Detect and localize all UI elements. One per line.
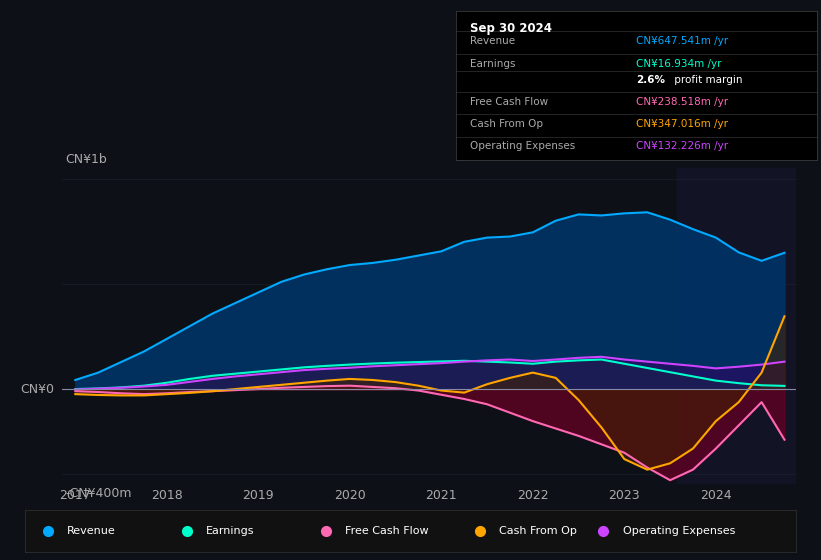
Text: Operating Expenses: Operating Expenses [470,141,576,151]
Text: Free Cash Flow: Free Cash Flow [345,526,429,535]
Text: Cash From Op: Cash From Op [499,526,577,535]
Text: CN¥647.541m /yr: CN¥647.541m /yr [636,36,728,46]
Text: profit margin: profit margin [671,75,742,85]
Text: Earnings: Earnings [206,526,255,535]
Text: CN¥16.934m /yr: CN¥16.934m /yr [636,59,722,69]
Text: Free Cash Flow: Free Cash Flow [470,96,548,106]
Text: CN¥132.226m /yr: CN¥132.226m /yr [636,141,728,151]
Text: Revenue: Revenue [470,36,516,46]
Text: Cash From Op: Cash From Op [470,119,544,129]
Text: 2.6%: 2.6% [636,75,665,85]
Text: CN¥347.016m /yr: CN¥347.016m /yr [636,119,728,129]
Text: Earnings: Earnings [470,59,516,69]
Text: Revenue: Revenue [67,526,116,535]
Bar [677,168,796,484]
Text: Operating Expenses: Operating Expenses [623,526,735,535]
Text: CN¥238.518m /yr: CN¥238.518m /yr [636,96,728,106]
Text: CN¥0: CN¥0 [21,383,54,396]
Text: -CN¥400m: -CN¥400m [65,487,131,500]
Text: Sep 30 2024: Sep 30 2024 [470,22,552,35]
Text: CN¥1b: CN¥1b [65,153,107,166]
